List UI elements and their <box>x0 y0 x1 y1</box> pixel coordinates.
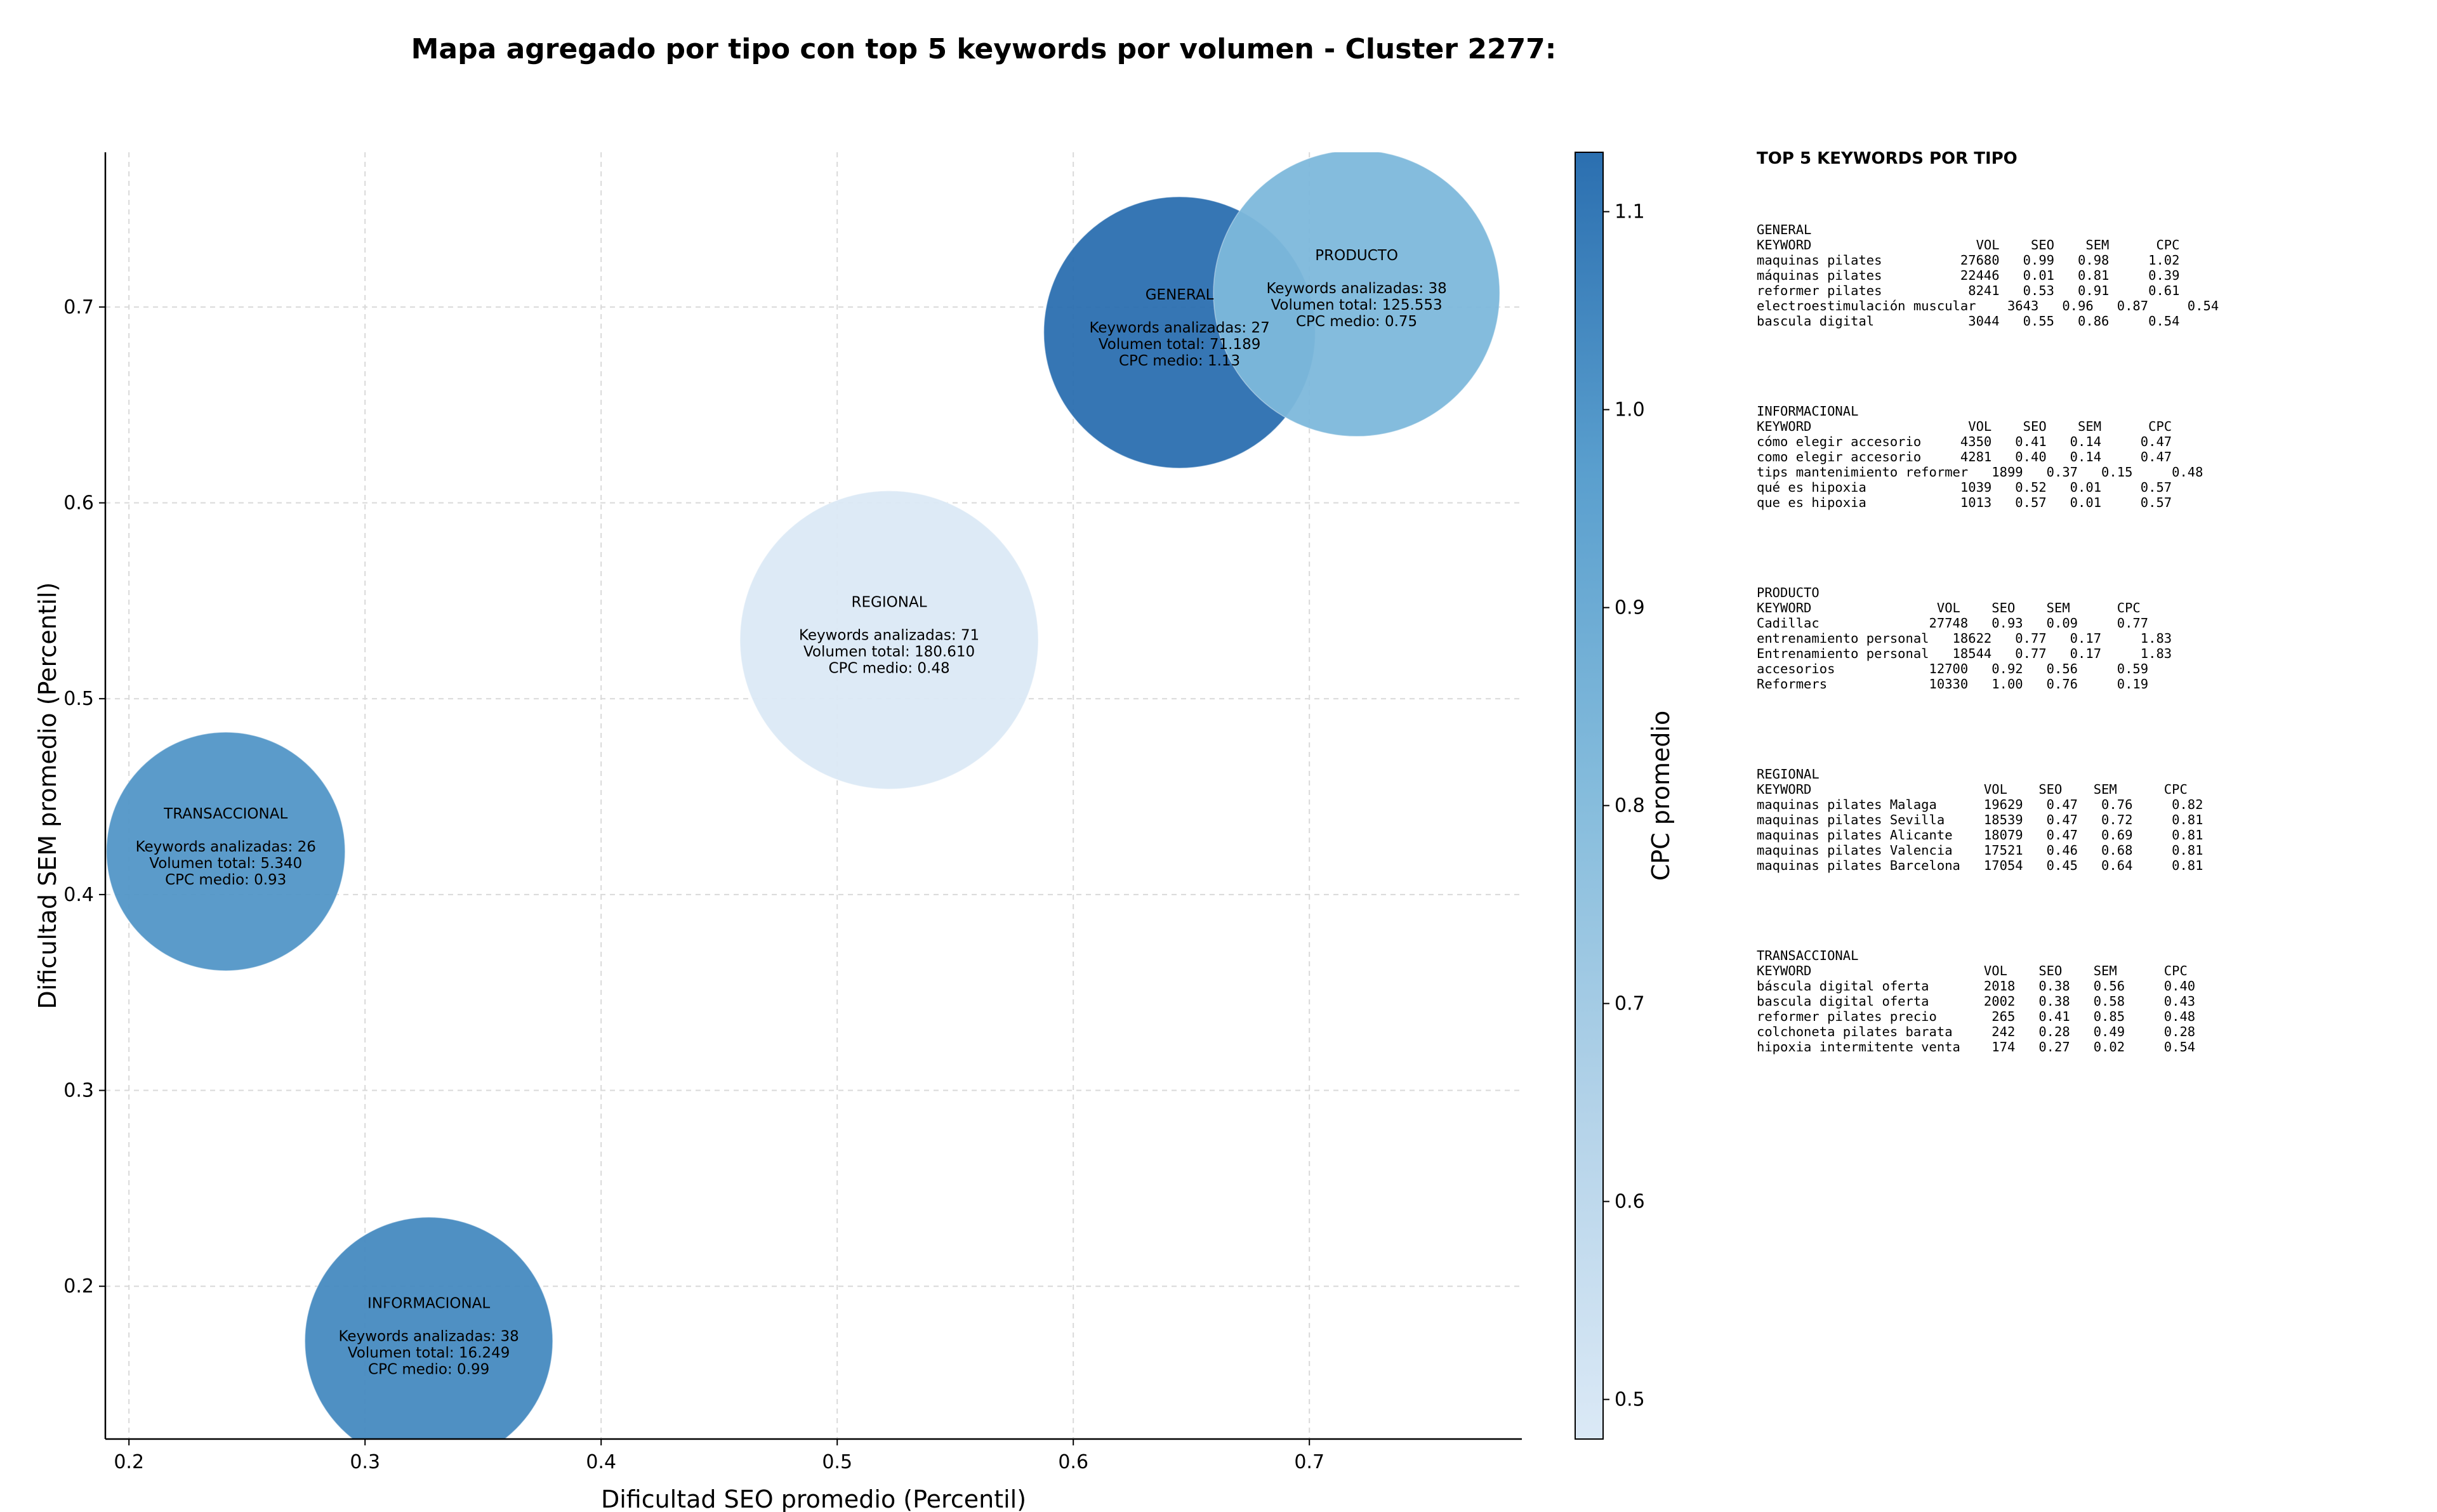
bubble-transaccional <box>105 732 346 971</box>
colorbar-gradient <box>1575 152 1604 1440</box>
bubble-volume-label: Volumen total: 125.553 <box>1271 297 1442 313</box>
y-tick-label: 0.4 <box>63 884 94 906</box>
colorbar: 0.5 0.6 0.7 0.8 0.9 1.0 1.1 CPC promedio <box>1575 152 1675 1440</box>
bubble-type-label: GENERAL <box>1146 287 1214 303</box>
group-table: KEYWORD VOL SEO SEM CPC maquinas pilates… <box>1757 237 2219 329</box>
group-table: KEYWORD VOL SEO SEM CPC Cadillac 27748 0… <box>1757 600 2172 692</box>
colorbar-tick-label: 0.9 <box>1615 597 1645 619</box>
x-tick-label: 0.2 <box>114 1451 144 1473</box>
keyword-group-regional: REGIONAL KEYWORD VOL SEO SEM CPC maquina… <box>1757 766 2429 873</box>
bubble-keywords-label: Keywords analizadas: 71 <box>799 628 979 644</box>
keywords-panel-heading: TOP 5 KEYWORDS POR TIPO <box>1757 149 2018 168</box>
group-title: REGIONAL <box>1757 766 1819 782</box>
chart-title: Mapa agregado por tipo con top 5 keyword… <box>411 33 1557 65</box>
colorbar-tick-label: 1.1 <box>1615 201 1645 223</box>
bubble-regional <box>739 490 1039 790</box>
x-tick-label: 0.7 <box>1294 1451 1324 1473</box>
y-tick-label: 0.6 <box>63 492 94 515</box>
bubbles <box>105 152 1500 1439</box>
group-table: KEYWORD VOL SEO SEM CPC maquinas pilates… <box>1757 782 2203 873</box>
colorbar-tick-label: 1.0 <box>1615 399 1645 421</box>
bubble-keywords-label: Keywords analizadas: 26 <box>136 839 316 855</box>
bubble-cpc-label: CPC medio: 0.99 <box>368 1362 489 1378</box>
bubble-informacional <box>304 1216 553 1439</box>
colorbar-tick-label: 0.8 <box>1615 795 1645 817</box>
bubble-cpc-label: CPC medio: 0.93 <box>165 872 286 888</box>
axes: 0.2 0.3 0.4 0.5 0.6 0.7 0.2 0.3 0.4 0.5 0.6 0.7 Difi… <box>34 152 1522 1512</box>
group-table: KEYWORD VOL SEO SEM CPC báscula digital … <box>1757 963 2196 1055</box>
y-tick-label: 0.7 <box>63 296 94 319</box>
bubble-volume-label: Volumen total: 71.189 <box>1099 336 1261 353</box>
bubble-cpc-label: CPC medio: 1.13 <box>1119 353 1240 369</box>
colorbar-tick-label: 0.7 <box>1615 993 1645 1015</box>
group-title: INFORMACIONAL <box>1757 404 1859 419</box>
colorbar-label: CPC promedio <box>1647 711 1675 881</box>
bubble-volume-label: Volumen total: 180.610 <box>803 644 975 661</box>
bubble-cpc-label: CPC medio: 0.75 <box>1296 313 1417 330</box>
bubble-keywords-label: Keywords analizadas: 38 <box>339 1329 519 1345</box>
bubble-type-label: REGIONAL <box>852 595 927 611</box>
bubble-type-label: TRANSACCIONAL <box>163 806 287 822</box>
colorbar-tick-label: 0.5 <box>1615 1389 1645 1411</box>
keyword-group-transaccional: TRANSACCIONAL KEYWORD VOL SEO SEM CPC bá… <box>1757 948 2429 1055</box>
y-axis-label: Dificultad SEM promedio (Percentil) <box>34 582 62 1009</box>
bubble-type-label: INFORMACIONAL <box>367 1296 490 1312</box>
keywords-panel: TOP 5 KEYWORDS POR TIPO GENERAL KEYWORD … <box>1757 149 2429 1129</box>
y-tick-label: 0.3 <box>63 1080 94 1102</box>
group-title: GENERAL <box>1757 222 1812 237</box>
bubble-volume-label: Volumen total: 16.249 <box>348 1345 510 1362</box>
x-tick-label: 0.6 <box>1058 1451 1088 1473</box>
y-tick-label: 0.2 <box>63 1275 94 1298</box>
keyword-group-producto: PRODUCTO KEYWORD VOL SEO SEM CPC Cadilla… <box>1757 585 2429 692</box>
x-tick-label: 0.3 <box>350 1451 380 1473</box>
bubble-producto <box>1213 152 1500 437</box>
x-tick-label: 0.4 <box>586 1451 616 1473</box>
keyword-group-general: GENERAL KEYWORD VOL SEO SEM CPC maquinas… <box>1757 222 2429 329</box>
group-title: TRANSACCIONAL <box>1757 948 1859 963</box>
bubble-type-label: PRODUCTO <box>1315 247 1398 264</box>
bubble-keywords-label: Keywords analizadas: 38 <box>1266 280 1446 297</box>
y-tick-label: 0.5 <box>63 688 94 710</box>
keyword-group-informacional: INFORMACIONAL KEYWORD VOL SEO SEM CPC có… <box>1757 404 2429 510</box>
bubble-volume-label: Volumen total: 5.340 <box>149 855 302 872</box>
group-title: PRODUCTO <box>1757 585 1819 600</box>
x-tick-label: 0.5 <box>822 1451 852 1473</box>
group-table: KEYWORD VOL SEO SEM CPC cómo elegir acce… <box>1757 419 2203 510</box>
x-axis-label: Dificultad SEO promedio (Percentil) <box>601 1485 1026 1512</box>
colorbar-tick-label: 0.6 <box>1615 1191 1645 1213</box>
bubble-keywords-label: Keywords analizadas: 27 <box>1089 320 1269 336</box>
bubble-cpc-label: CPC medio: 0.48 <box>828 661 949 677</box>
